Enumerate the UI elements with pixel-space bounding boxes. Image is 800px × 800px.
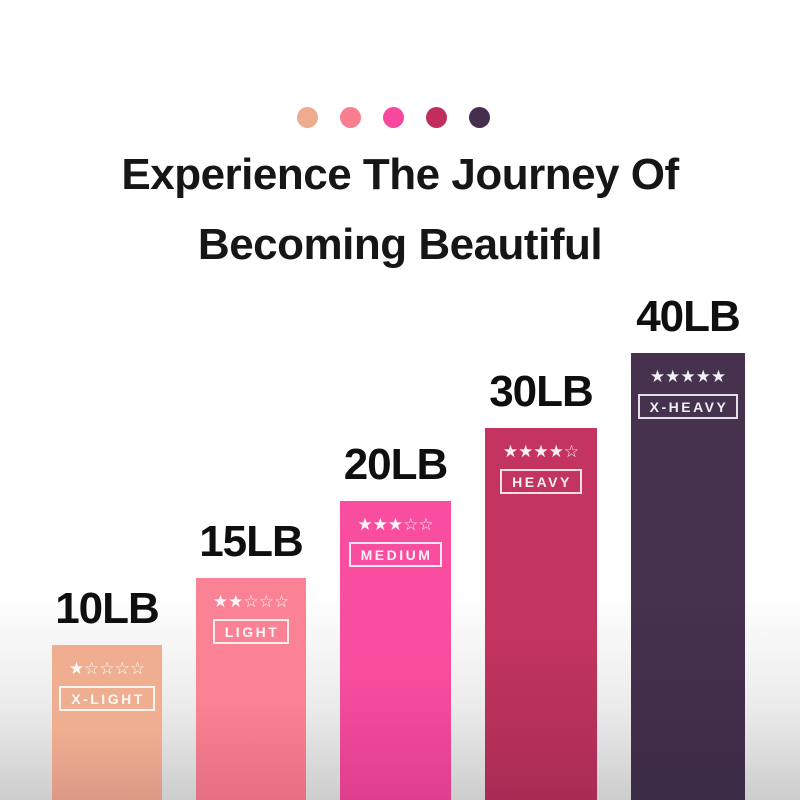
bar: ★★★★☆ HEAVY (485, 428, 597, 800)
level-label: HEAVY (500, 469, 582, 494)
bar-column: 10LB ★☆☆☆☆ X-LIGHT (52, 587, 162, 800)
star-rating: ★★★★☆ (502, 442, 580, 462)
page-title-line1: Experience The Journey Of (121, 150, 679, 199)
bar-column: 40LB ★★★★★ X-HEAVY (631, 295, 745, 800)
star-rating: ★☆☆☆☆ (68, 659, 146, 679)
bar-column: 15LB ★★☆☆☆ LIGHT (196, 520, 306, 800)
page-title: Experience The Journey Of Becoming Beaut… (0, 140, 800, 280)
bar-weight-label: 40LB (636, 292, 741, 341)
level-label: X-LIGHT (59, 686, 155, 711)
bar-column: 20LB ★★★☆☆ MEDIUM (340, 443, 451, 800)
bar-weight-label: 15LB (199, 517, 304, 566)
x-heavy-dot (468, 107, 490, 128)
medium-dot (382, 107, 404, 128)
bar-weight-label: 10LB (55, 584, 160, 633)
star-rating: ★★★☆☆ (357, 515, 434, 535)
bar: ★★★★★ X-HEAVY (631, 353, 745, 800)
level-label: X-HEAVY (637, 394, 739, 419)
palette-dots-row (0, 107, 793, 128)
star-rating: ★★☆☆☆ (212, 592, 290, 612)
bar: ★★★☆☆ MEDIUM (340, 501, 451, 800)
level-label: LIGHT (212, 619, 290, 644)
bar: ★★☆☆☆ LIGHT (196, 578, 306, 800)
heavy-dot (425, 107, 447, 128)
bar: ★☆☆☆☆ X-LIGHT (52, 645, 162, 800)
page-title-line2: Becoming Beautiful (197, 220, 603, 269)
star-rating: ★★★★★ (649, 367, 727, 387)
level-label: MEDIUM (348, 542, 443, 567)
bar-weight-label: 30LB (489, 367, 594, 416)
bar-weight-label: 20LB (343, 440, 449, 489)
light-dot (339, 107, 361, 128)
x-light-dot (296, 107, 318, 128)
bar-column: 30LB ★★★★☆ HEAVY (485, 370, 597, 800)
